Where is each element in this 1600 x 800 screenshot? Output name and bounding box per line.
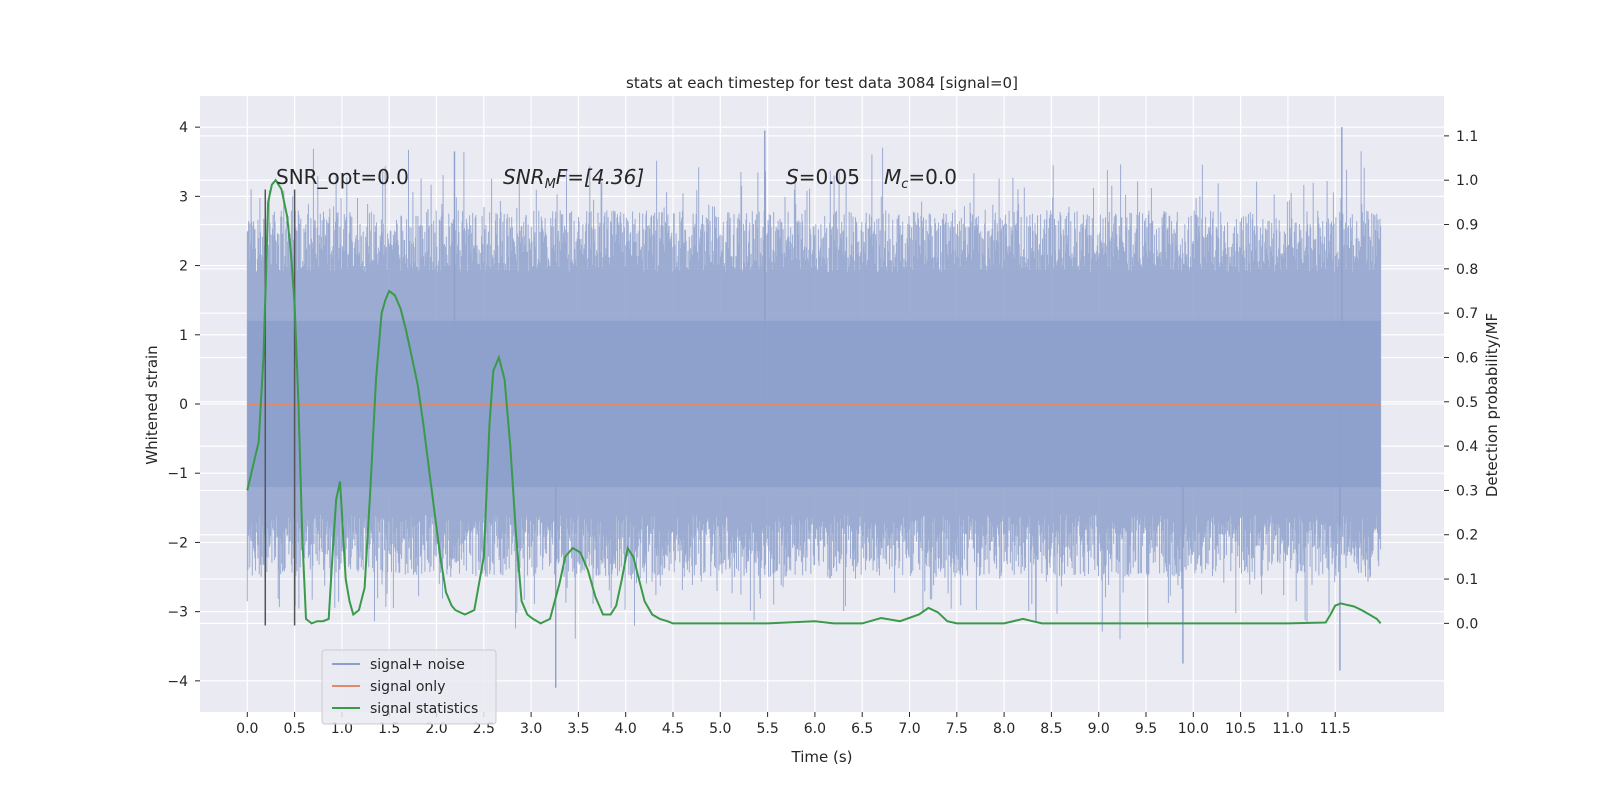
- x-tick-label-10: 5.0: [709, 721, 731, 737]
- y-tick-label-8: 4: [179, 120, 188, 136]
- y-right-tick-label-6: 0.6: [1456, 350, 1478, 366]
- y-tick-label-5: 1: [179, 328, 188, 344]
- x-tick-label-18: 9.0: [1088, 721, 1110, 737]
- x-tick-label-8: 4.0: [615, 721, 637, 737]
- x-tick-label-11: 5.5: [756, 721, 778, 737]
- annotation-m-sub: c: [901, 177, 908, 192]
- y-axis-right-ticks: 0.0 0.1 0.2 0.3 0.4 0.5 0.6 0.7 0.8 0.9 1.0 1.1: [1444, 129, 1478, 632]
- y-right-tick-label-8: 0.8: [1456, 262, 1478, 278]
- y-right-tick-label-11: 1.1: [1456, 129, 1478, 145]
- annotation-snr-mf: SNRMF=[4.36]: [503, 165, 644, 192]
- chart-title: stats at each timestep for test data 308…: [626, 74, 1018, 92]
- legend: signal+ noise signal only signal statist…: [321, 649, 497, 725]
- x-tick-label-9: 4.5: [662, 721, 684, 737]
- annotation-snr-opt: SNR_opt=0.0: [276, 165, 409, 189]
- y-right-tick-label-5: 0.5: [1456, 395, 1478, 411]
- annotation-m-value: =0.0: [908, 165, 957, 189]
- y-tick-label-6: 2: [179, 259, 188, 275]
- x-tick-label-19: 9.5: [1135, 721, 1157, 737]
- x-tick-label-23: 11.5: [1320, 721, 1351, 737]
- annotation-s-value: =0.05: [799, 165, 860, 189]
- x-tick-label-17: 8.5: [1040, 721, 1062, 737]
- y-tick-label-7: 3: [179, 189, 188, 205]
- y-right-tick-label-9: 0.9: [1456, 218, 1478, 234]
- x-axis-ticks: 0.0 0.5 1.0 1.5 2.0 2.5 3.0 3.5 4.0 4.5 5.0 5.5 6.0 6…: [236, 712, 1351, 737]
- x-tick-label-15: 7.5: [946, 721, 968, 737]
- y-tick-label-1: −3: [167, 605, 188, 621]
- y-axis-ticks: −4 −3 −2 −1 0 1 2 3 4: [167, 120, 200, 690]
- y-axis-right-label: Detection probability/MF: [1483, 313, 1501, 497]
- y-axis-label: Whitened strain: [143, 345, 161, 464]
- x-tick-label-1: 0.5: [283, 721, 305, 737]
- legend-label-signal-only: signal only: [370, 679, 445, 695]
- y-tick-label-4: 0: [179, 397, 188, 413]
- y-right-tick-label-2: 0.2: [1456, 528, 1478, 544]
- y-tick-label-2: −2: [167, 535, 188, 551]
- annotation-snr-mf-base: SNR: [503, 165, 545, 189]
- annotation-snr-mf-sub: M: [545, 177, 556, 192]
- x-tick-label-22: 11.0: [1272, 721, 1303, 737]
- x-tick-label-4: 2.0: [425, 721, 447, 737]
- annotations: SNR_opt=0.0 SNRMF=[4.36] S=0.05 Mc=0.0: [276, 165, 957, 192]
- x-tick-label-3: 1.5: [378, 721, 400, 737]
- y-tick-label-3: −1: [167, 466, 188, 482]
- legend-label-signal-statistics: signal statistics: [370, 701, 478, 717]
- annotation-snr-mf-f: F=[4.36]: [556, 165, 644, 189]
- x-tick-label-16: 8.0: [993, 721, 1015, 737]
- y-right-tick-label-10: 1.0: [1456, 173, 1478, 189]
- x-tick-label-20: 10.0: [1178, 721, 1209, 737]
- x-tick-label-13: 6.5: [851, 721, 873, 737]
- y-right-tick-label-0: 0.0: [1456, 616, 1478, 632]
- y-right-tick-label-4: 0.4: [1456, 439, 1478, 455]
- x-tick-label-0: 0.0: [236, 721, 258, 737]
- y-right-tick-label-7: 0.7: [1456, 306, 1478, 322]
- series-signal-statistics: [246, 178, 1382, 625]
- annotation-s: S: [786, 165, 799, 189]
- x-tick-label-2: 1.0: [331, 721, 353, 737]
- vertical-markers: [264, 189, 296, 626]
- x-tick-label-14: 7.0: [898, 721, 920, 737]
- y-right-tick-label-3: 0.3: [1456, 483, 1478, 499]
- x-tick-label-21: 10.5: [1225, 721, 1256, 737]
- x-tick-label-5: 2.5: [473, 721, 495, 737]
- y-right-tick-label-1: 0.1: [1456, 572, 1478, 588]
- legend-label-signal-noise: signal+ noise: [370, 657, 465, 673]
- x-tick-label-12: 6.0: [804, 721, 826, 737]
- legend-box: [321, 649, 497, 725]
- y-tick-label-0: −4: [167, 674, 188, 690]
- x-tick-label-6: 3.0: [520, 721, 542, 737]
- x-axis-label: Time (s): [791, 748, 853, 766]
- annotation-m: M: [884, 165, 901, 189]
- annotation-s-mc: S=0.05 Mc=0.0: [786, 165, 957, 192]
- x-tick-label-7: 3.5: [567, 721, 589, 737]
